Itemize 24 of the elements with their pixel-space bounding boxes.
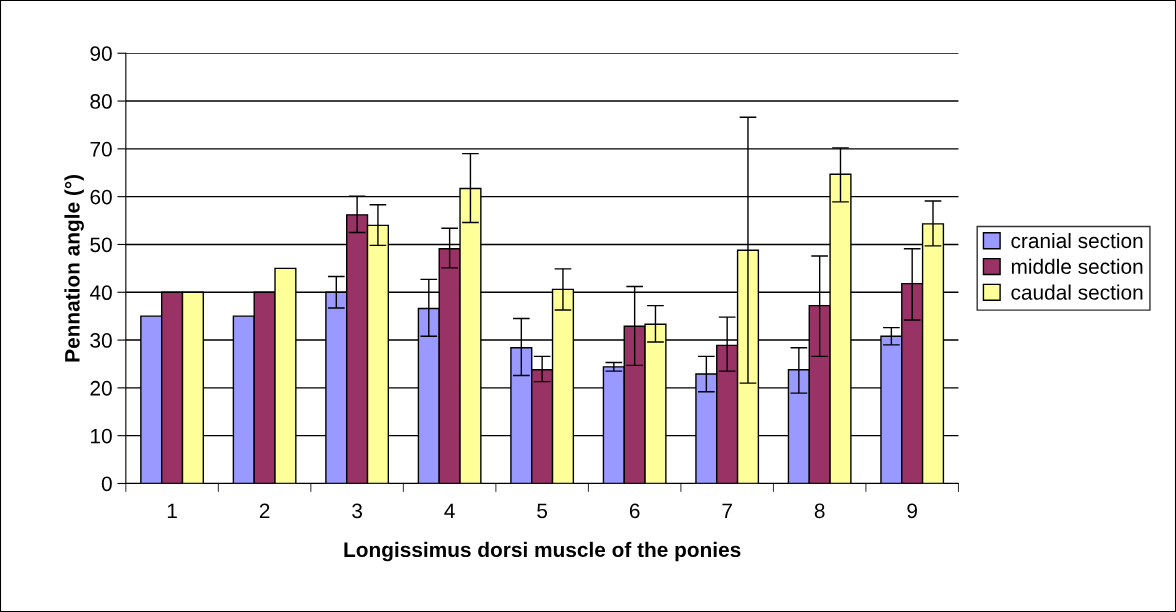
y-tick-label: 10	[91, 428, 112, 444]
y-axis-title: Pennation angle (°)	[64, 174, 84, 362]
x-tick-label: 2	[259, 503, 270, 519]
x-tick-label: 1	[167, 503, 177, 519]
x-tick-label: 7	[722, 503, 732, 519]
x-tick-label: 8	[814, 503, 825, 519]
y-tick-label: 90	[90, 46, 112, 61]
y-tick-label: 50	[90, 237, 112, 253]
x-tick-label: 9	[907, 503, 917, 519]
legend-label: caudal section	[1011, 284, 1143, 300]
y-tick-label: 70	[90, 141, 112, 157]
y-tick-label: 80	[90, 94, 112, 109]
x-tick-label: 3	[352, 503, 362, 519]
x-tick-label: 6	[629, 503, 640, 519]
x-tick-label: 4	[444, 503, 455, 519]
y-tick-label: 40	[89, 285, 112, 301]
y-tick-label: 0	[101, 476, 112, 492]
x-axis-title: Longissimus dorsi muscle of the ponies	[344, 541, 741, 562]
legend-label: cranial section	[1011, 232, 1143, 249]
y-tick-label: 20	[90, 380, 112, 396]
legend-label: middle section	[1011, 258, 1143, 275]
x-tick-label: 5	[537, 503, 548, 519]
y-tick-label: 30	[90, 333, 112, 348]
y-tick-label: 60	[90, 189, 112, 205]
